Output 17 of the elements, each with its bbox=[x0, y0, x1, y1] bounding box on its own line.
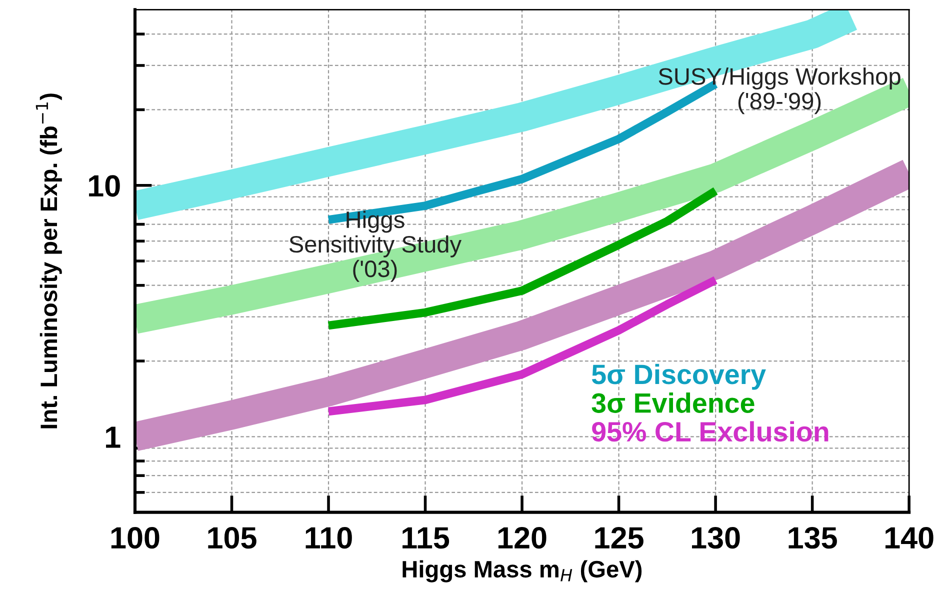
x-tick-label: 115 bbox=[402, 527, 450, 549]
x-tick-label: 130 bbox=[692, 527, 740, 549]
x-tick-label: 125 bbox=[595, 527, 644, 549]
y-axis-title: Int. Luminosity per Exp. (fb$^{−1}$) bbox=[36, 94, 62, 428]
annotation: Higgs Sensitivity Study ('03) bbox=[289, 210, 462, 282]
x-tick-label: 140 bbox=[886, 527, 934, 549]
y-tick-label: 10 bbox=[89, 175, 120, 197]
x-axis-title: Higgs Mass m$_{H}$ (GeV) bbox=[402, 560, 642, 582]
text: 95% CL Exclusion bbox=[592, 421, 828, 442]
x-tick-label: 120 bbox=[498, 527, 546, 549]
x-tick-label: 105 bbox=[208, 527, 256, 549]
text: 5σ Discovery bbox=[592, 364, 766, 390]
x-tick-label: 110 bbox=[306, 527, 352, 549]
x-tick-label: 135 bbox=[788, 527, 837, 549]
text: 3σ Evidence bbox=[592, 392, 754, 413]
x-tick-label: 100 bbox=[111, 527, 160, 549]
y-tick-label: 1 bbox=[106, 426, 120, 448]
